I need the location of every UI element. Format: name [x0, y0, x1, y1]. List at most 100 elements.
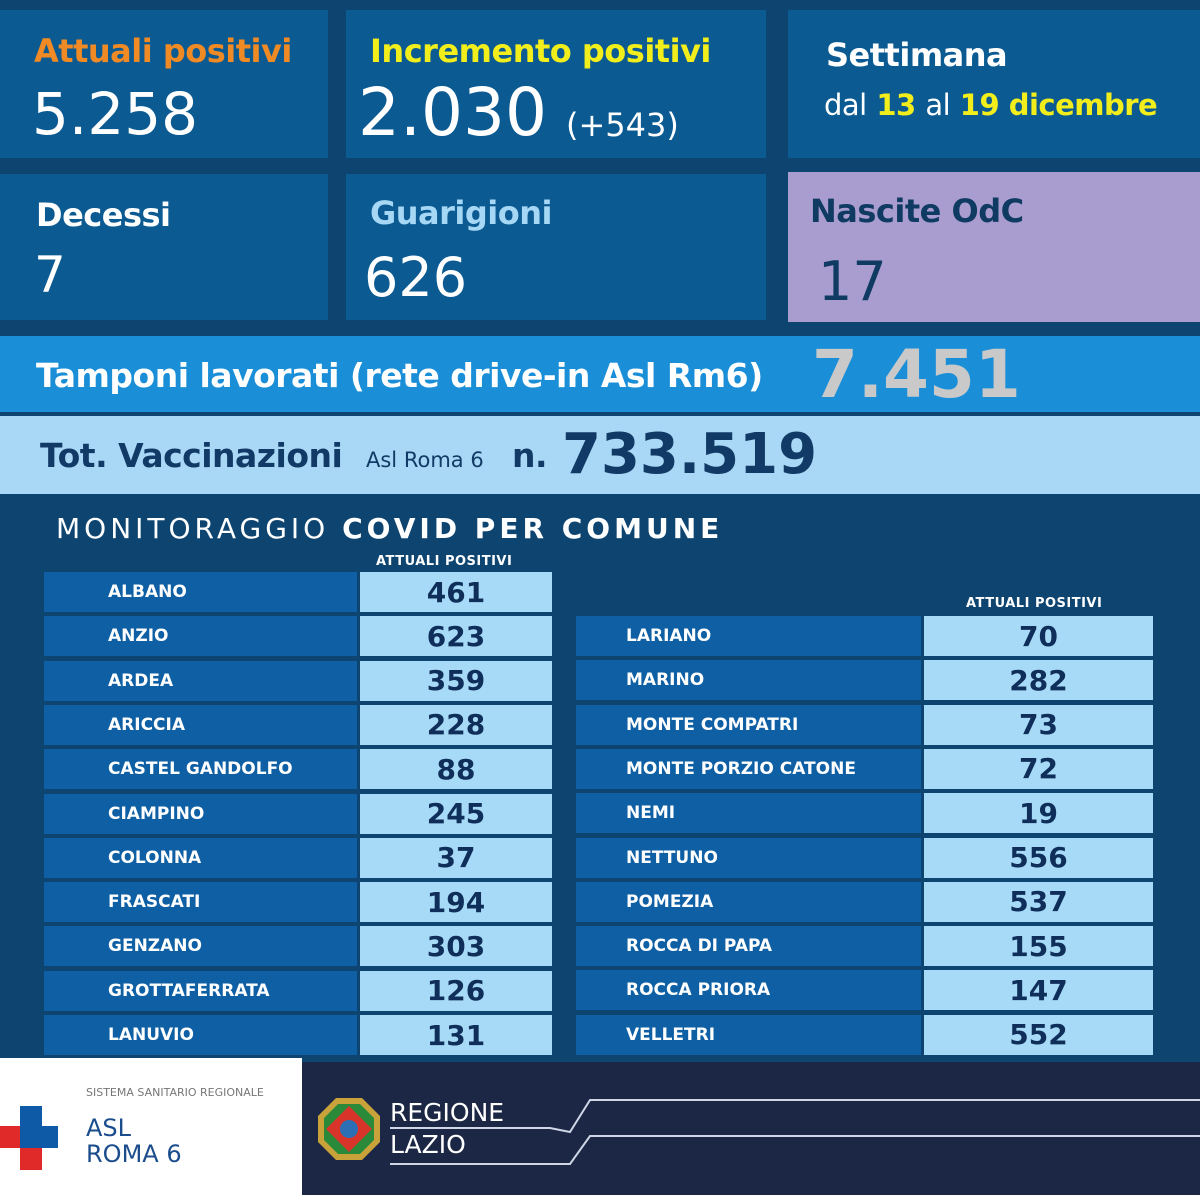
- comune-name: LARIANO: [576, 616, 921, 656]
- attuali-label: Attuali positivi: [34, 32, 292, 70]
- attuali-positivi-value: 37: [360, 837, 552, 878]
- comune-name: MARINO: [576, 660, 921, 701]
- comune-name: ROCCA PRIORA: [576, 970, 921, 1011]
- attuali-panel: Attuali positivi 5.258: [0, 10, 328, 158]
- comune-name: MONTE COMPATRI: [576, 704, 921, 745]
- left-col-header: ATTUALI POSITIVI: [376, 554, 513, 569]
- regione-footer: REGIONE LAZIO: [302, 1062, 1200, 1195]
- asl-footer: SISTEMA SANITARIO REGIONALE ASL ROMA 6: [0, 1058, 302, 1195]
- title-bold: COVID PER COMUNE: [342, 512, 724, 545]
- attuali-positivi-value: 194: [360, 882, 552, 923]
- table-row: NEMI 19: [576, 793, 1153, 834]
- table-row: ARICCIA 228: [44, 704, 552, 745]
- table-row: VELLETRI 552: [576, 1014, 1153, 1055]
- attuali-positivi-value: 70: [924, 616, 1153, 656]
- dal-text: dal: [824, 88, 867, 122]
- table-row: GROTTAFERRATA 126: [44, 970, 552, 1011]
- vaccinazioni-sub: Asl Roma 6: [366, 448, 484, 472]
- attuali-positivi-value: 359: [360, 660, 552, 701]
- attuali-positivi-value: 282: [924, 660, 1153, 701]
- attuali-positivi-value: 303: [360, 926, 552, 967]
- guarigioni-label: Guarigioni: [370, 194, 553, 232]
- comune-name: ALBANO: [44, 572, 357, 612]
- ssr-text: SISTEMA SANITARIO REGIONALE: [86, 1086, 264, 1099]
- table-row: ROCCA DI PAPA 155: [576, 926, 1153, 967]
- regione-lazio-emblem: [318, 1098, 380, 1160]
- settimana-range: dal 13 al 19 dicembre: [824, 88, 1158, 122]
- table-row: COLONNA 37: [44, 837, 552, 878]
- attuali-positivi-value: 131: [360, 1015, 552, 1055]
- incremento-value: 2.030: [358, 74, 547, 151]
- vaccinazioni-bar: Tot. Vaccinazioni Asl Roma 6 n. 733.519: [0, 416, 1200, 494]
- attuali-positivi-value: 72: [924, 748, 1153, 789]
- comune-name: CASTEL GANDOLFO: [44, 749, 357, 790]
- nascite-panel: Nascite OdC 17: [788, 172, 1200, 322]
- vaccinazioni-label: Tot. Vaccinazioni: [40, 436, 343, 475]
- asl-text: ASL: [86, 1114, 132, 1142]
- guarigioni-value: 626: [364, 246, 468, 309]
- attuali-positivi-value: 19: [924, 793, 1153, 834]
- table-row: ANZIO 623: [44, 616, 552, 657]
- nascite-value: 17: [818, 250, 887, 313]
- vaccinazioni-n: n.: [512, 436, 548, 475]
- regione-text: REGIONE: [390, 1098, 505, 1127]
- comune-name: NEMI: [576, 793, 921, 834]
- attuali-positivi-value: 155: [924, 926, 1153, 967]
- comune-name: VELLETRI: [576, 1014, 921, 1055]
- attuali-positivi-value: 126: [360, 970, 552, 1011]
- attuali-value: 5.258: [32, 80, 199, 148]
- attuali-positivi-value: 461: [360, 572, 552, 612]
- tamponi-value: 7.451: [812, 336, 1021, 413]
- decessi-label: Decessi: [36, 196, 171, 234]
- comune-name: CIAMPINO: [44, 793, 357, 834]
- from-date: 13: [876, 88, 916, 122]
- table-row: POMEZIA 537: [576, 881, 1153, 922]
- table-row: ALBANO 461: [44, 572, 552, 612]
- comune-name: FRASCATI: [44, 882, 357, 923]
- to-date: 19 dicembre: [959, 88, 1158, 122]
- decorative-lines: [390, 1099, 1200, 1165]
- incremento-delta: (+543): [566, 106, 679, 144]
- attuali-positivi-value: 88: [360, 749, 552, 790]
- monitoraggio-title: MONITORAGGIO COVID PER COMUNE: [56, 512, 723, 545]
- attuali-positivi-value: 623: [360, 616, 552, 657]
- comune-name: GROTTAFERRATA: [44, 970, 357, 1011]
- comune-name: LANUVIO: [44, 1015, 357, 1055]
- attuali-positivi-value: 537: [924, 881, 1153, 922]
- table-row: MONTE PORZIO CATONE 72: [576, 748, 1153, 789]
- table-row: LARIANO 70: [576, 616, 1153, 656]
- roma6-text: ROMA 6: [86, 1140, 182, 1168]
- decessi-value: 7: [34, 246, 66, 304]
- table-row: MARINO 282: [576, 660, 1153, 701]
- comune-name: NETTUNO: [576, 837, 921, 878]
- asl-cross-logo: [0, 1106, 58, 1170]
- table-row: CIAMPINO 245: [44, 793, 552, 834]
- table-row: ROCCA PRIORA 147: [576, 970, 1153, 1011]
- tamponi-bar: Tamponi lavorati (rete drive-in Asl Rm6)…: [0, 336, 1200, 413]
- attuali-positivi-value: 556: [924, 837, 1153, 878]
- comune-name: ARDEA: [44, 660, 357, 701]
- comune-name: COLONNA: [44, 837, 357, 878]
- table-row: MONTE COMPATRI 73: [576, 704, 1153, 745]
- comune-name: GENZANO: [44, 926, 357, 967]
- incremento-panel: Incremento positivi 2.030 (+543): [346, 10, 766, 158]
- table-row: LANUVIO 131: [44, 1015, 552, 1055]
- table-row: NETTUNO 556: [576, 837, 1153, 878]
- comune-name: ANZIO: [44, 616, 357, 657]
- guarigioni-panel: Guarigioni 626: [346, 174, 766, 320]
- table-row: ARDEA 359: [44, 660, 552, 701]
- attuali-positivi-value: 228: [360, 704, 552, 745]
- comune-name: MONTE PORZIO CATONE: [576, 748, 921, 789]
- decessi-panel: Decessi 7: [0, 174, 328, 320]
- settimana-label: Settimana: [826, 36, 1008, 74]
- comune-name: ARICCIA: [44, 704, 357, 745]
- table-row: GENZANO 303: [44, 926, 552, 967]
- table-row: CASTEL GANDOLFO 88: [44, 749, 552, 790]
- right-col-header: ATTUALI POSITIVI: [966, 596, 1103, 611]
- comune-name: ROCCA DI PAPA: [576, 926, 921, 967]
- lazio-text: LAZIO: [390, 1130, 466, 1159]
- comune-name: POMEZIA: [576, 881, 921, 922]
- title-light: MONITORAGGIO: [56, 512, 330, 545]
- attuali-positivi-value: 147: [924, 970, 1153, 1011]
- attuali-positivi-value: 73: [924, 704, 1153, 745]
